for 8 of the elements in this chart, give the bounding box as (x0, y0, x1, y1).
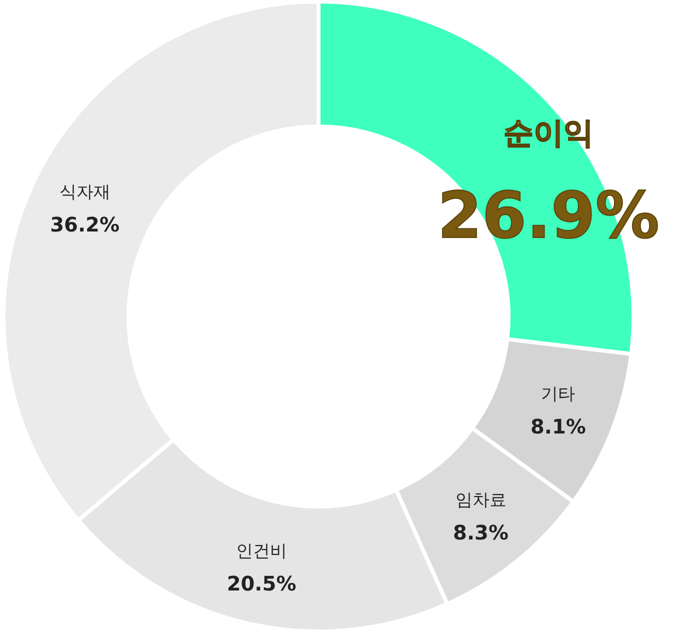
data-label: 20.5% (226, 572, 296, 596)
data-label: 8.1% (530, 414, 586, 439)
slice-label: 임차료 (455, 490, 506, 510)
slice-label: 인건비 (236, 542, 288, 562)
data-label: 8.3% (453, 520, 508, 544)
slice-label: 식자재 (59, 182, 110, 202)
data-label: 36.2% (50, 212, 120, 236)
slice-label: 기타 (541, 384, 576, 405)
